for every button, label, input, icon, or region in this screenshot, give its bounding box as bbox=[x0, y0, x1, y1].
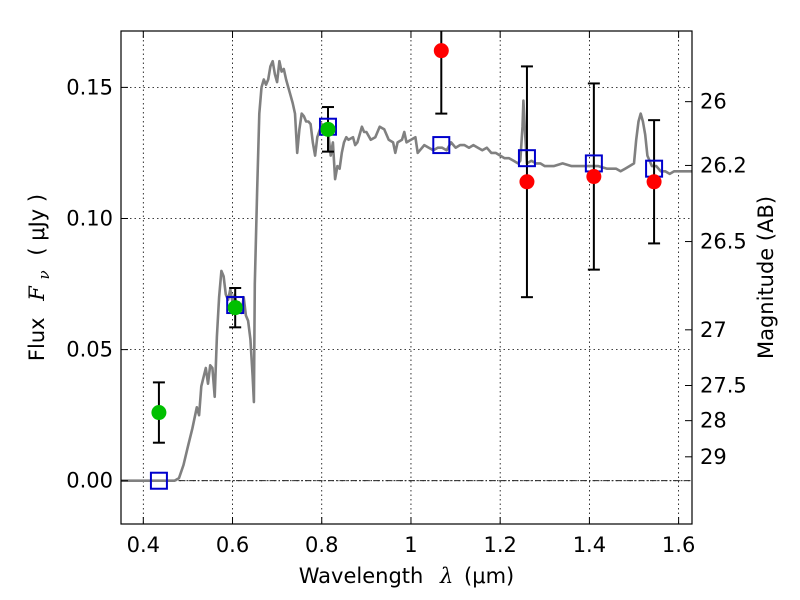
model-band-square bbox=[432, 136, 451, 155]
x-axis-label-text: Wavelength bbox=[299, 564, 424, 588]
magnitude-tick-label: 28 bbox=[700, 409, 727, 433]
axis-ticks bbox=[121, 31, 692, 524]
y-axis-label-subscript: ν bbox=[35, 270, 53, 279]
y-tick-label: 0.05 bbox=[66, 338, 113, 362]
x-tick-label: 0.6 bbox=[216, 533, 249, 557]
magnitude-tick-label: 26 bbox=[700, 90, 727, 114]
tick-labels: 0.4 0.6 0.8 1 1.2 1.4 1.6 0.00 0.05 0.10 0.15 26 26.… bbox=[66, 75, 747, 557]
photometry-points bbox=[151, 43, 662, 421]
model-band-square bbox=[149, 471, 168, 490]
x-tick-label: 1.2 bbox=[483, 533, 516, 557]
upper-point bbox=[586, 169, 602, 185]
x-tick-label: 1.6 bbox=[662, 533, 695, 557]
detection-point bbox=[320, 121, 336, 137]
magnitude-axis-label: Magnitude (AB) bbox=[754, 196, 778, 359]
model-sed-curve bbox=[121, 59, 692, 482]
y-tick-label: 0.10 bbox=[66, 206, 113, 230]
y-axis-label-symbol: F bbox=[25, 285, 49, 302]
y-axis-label: Flux F ν ( μJy ) bbox=[25, 194, 54, 361]
grid-lines bbox=[121, 31, 692, 524]
plot-frame bbox=[120, 30, 693, 525]
x-tick-label: 1 bbox=[404, 533, 417, 557]
y-axis-label-text: Flux bbox=[25, 317, 49, 361]
x-tick-label: 0.8 bbox=[305, 533, 338, 557]
upper-point bbox=[433, 43, 449, 59]
error-bars bbox=[152, 31, 661, 444]
upper-point bbox=[519, 174, 535, 190]
model-band-square bbox=[517, 149, 536, 168]
magnitude-tick-label: 26.2 bbox=[700, 153, 747, 177]
x-axis-label-unit: (μm) bbox=[464, 564, 514, 588]
magnitude-tick-label: 27.5 bbox=[700, 374, 747, 398]
magnitude-tick-label: 27 bbox=[700, 318, 727, 342]
x-tick-label: 1.4 bbox=[573, 533, 606, 557]
x-axis-label: Wavelength λ (μm) bbox=[299, 564, 514, 588]
magnitude-tick-label: 29 bbox=[700, 445, 727, 469]
y-tick-label: 0.15 bbox=[66, 75, 113, 99]
magnitude-tick-label: 26.5 bbox=[700, 230, 747, 254]
x-axis-label-symbol: λ bbox=[439, 564, 453, 588]
upper-point bbox=[646, 174, 662, 190]
y-tick-label: 0.00 bbox=[66, 469, 113, 493]
y-axis-label-unit: ( μJy ) bbox=[25, 194, 49, 256]
sed-line bbox=[121, 59, 692, 482]
detection-point bbox=[151, 405, 167, 421]
x-tick-label: 0.4 bbox=[127, 533, 160, 557]
model-band-squares bbox=[149, 117, 664, 490]
detection-point bbox=[227, 300, 243, 316]
